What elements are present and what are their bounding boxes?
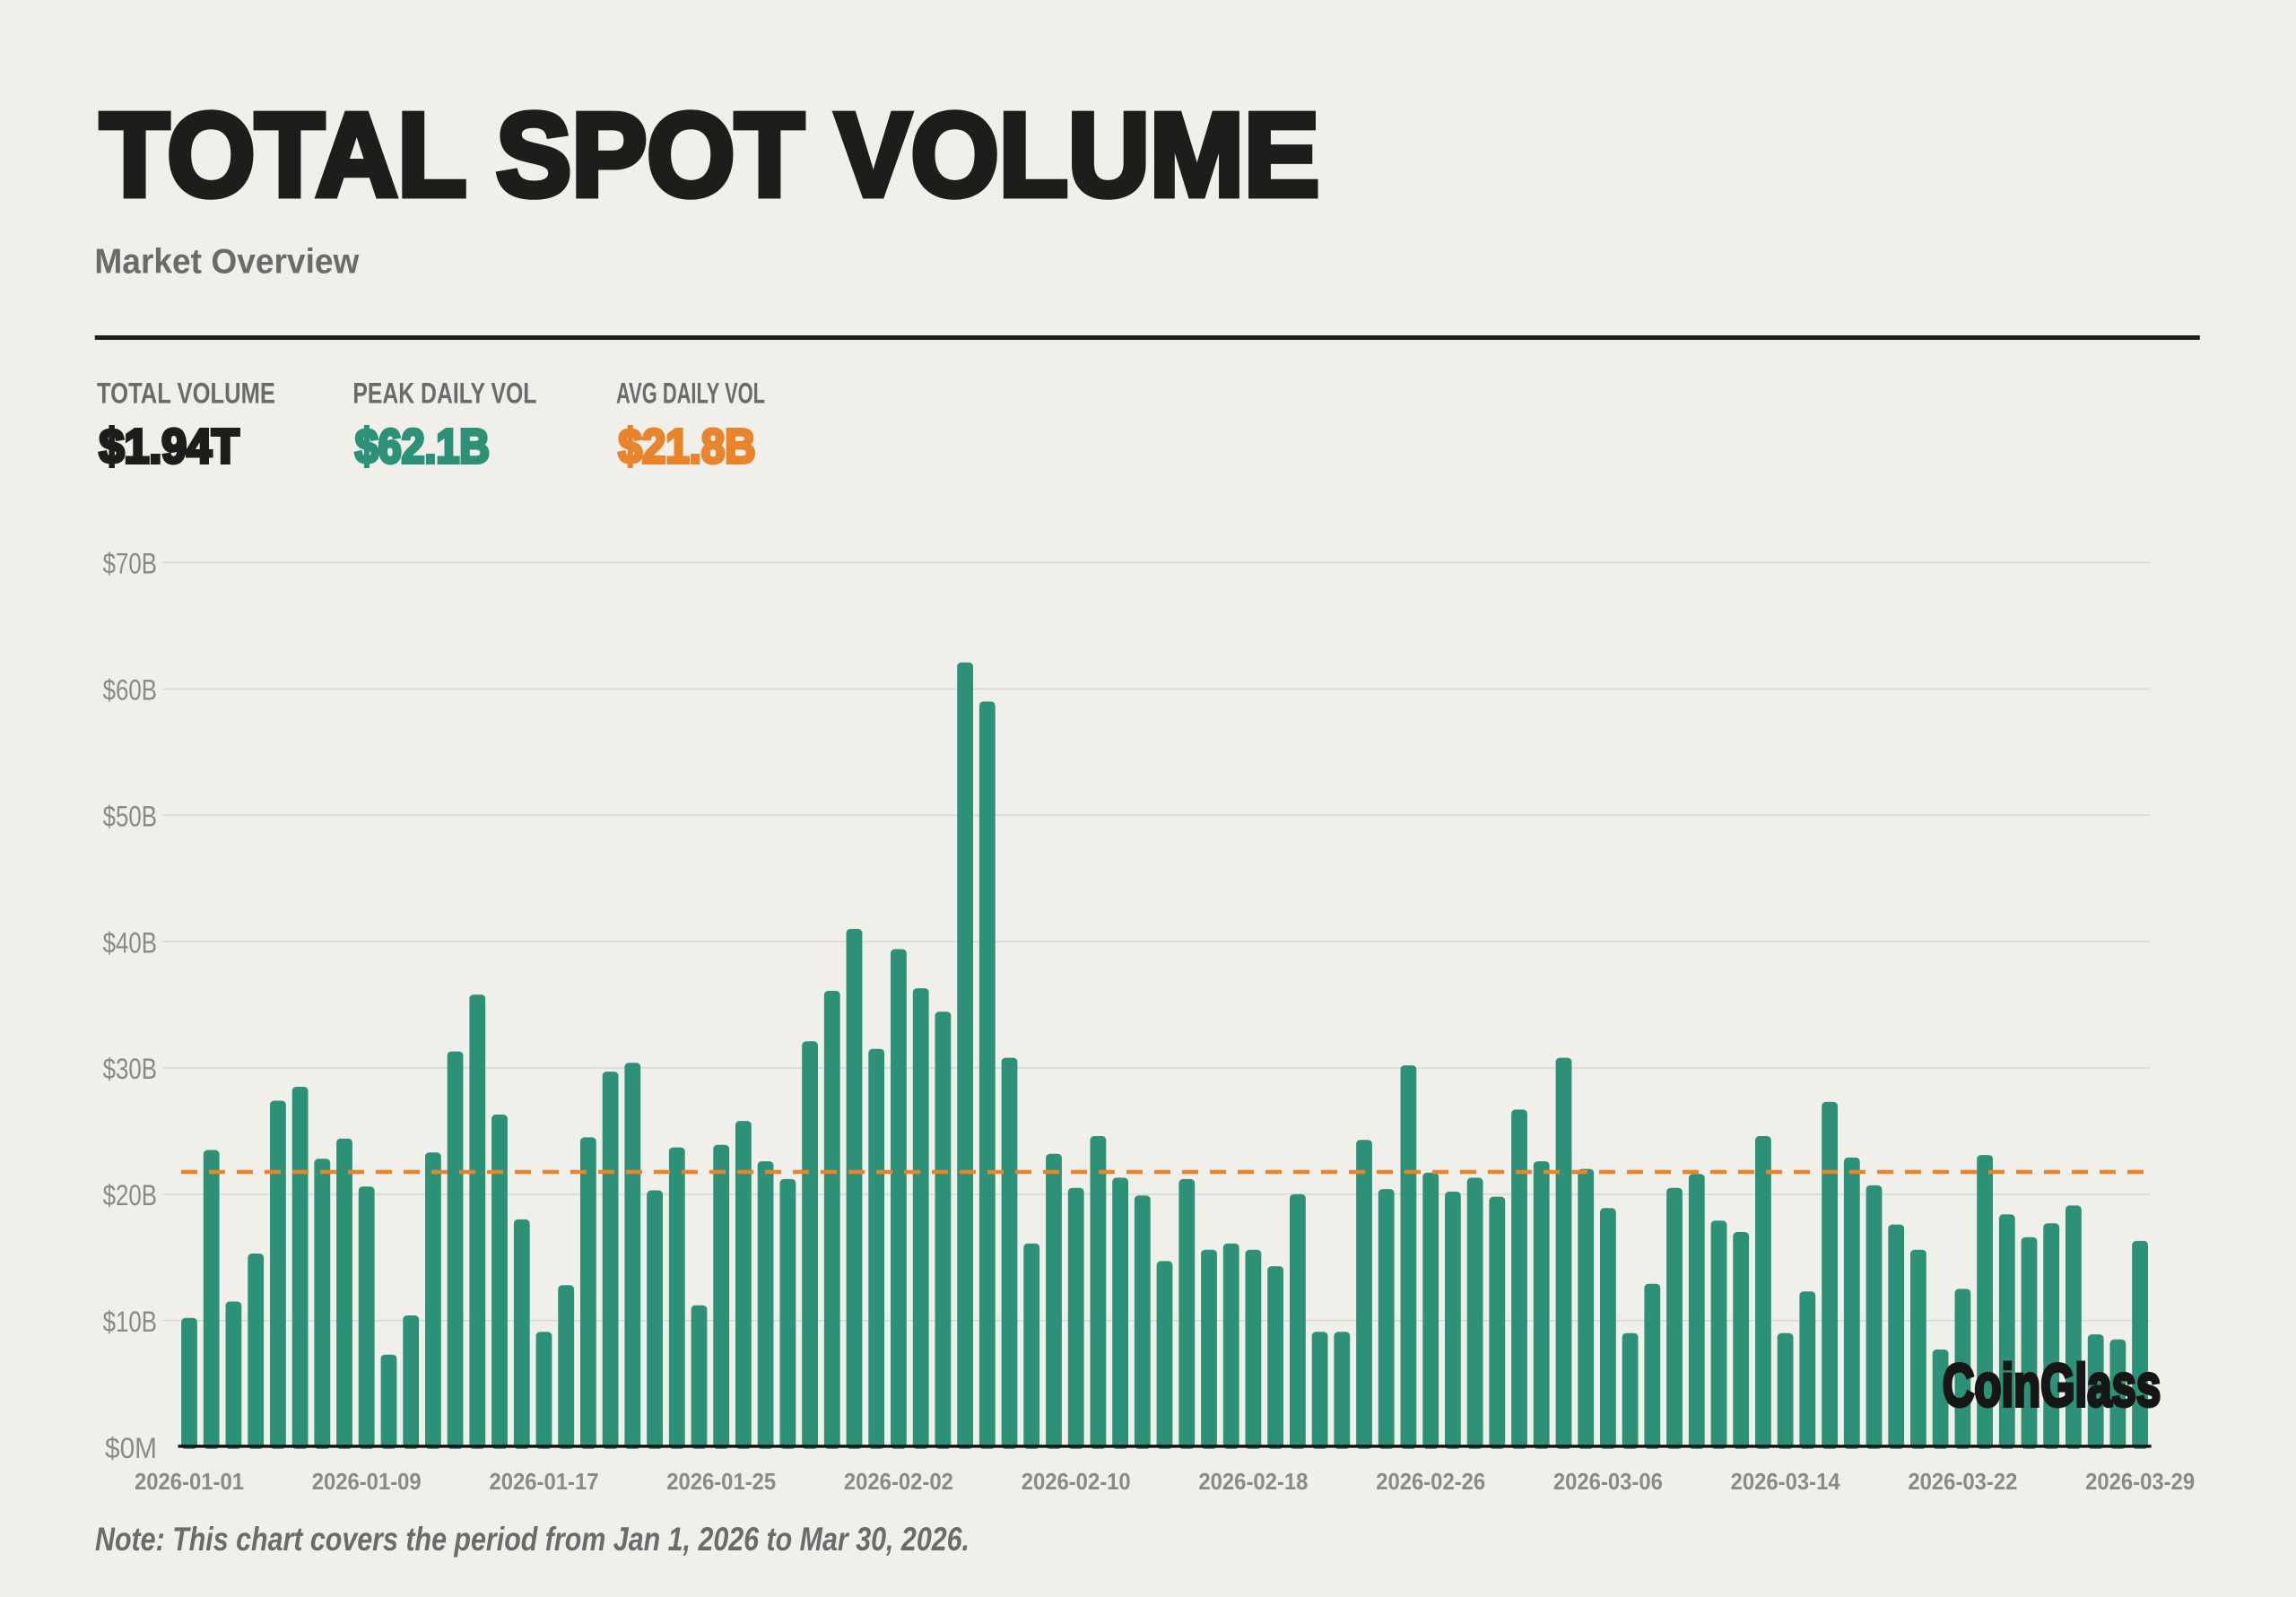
svg-text:2026-03-14: 2026-03-14 [1731,1468,1840,1495]
svg-text:2026-02-10: 2026-02-10 [1022,1468,1131,1495]
svg-text:$1.94T: $1.94T [100,421,239,473]
svg-text:TOTAL VOLUME: TOTAL VOLUME [97,378,275,410]
svg-text:2026-03-06: 2026-03-06 [1553,1468,1663,1495]
svg-text:Note: This chart covers the pe: Note: This chart covers the period from … [95,1521,970,1558]
svg-text:PEAK DAILY VOL: PEAK DAILY VOL [352,378,536,410]
svg-text:$70B: $70B [103,548,157,580]
svg-text:CoinGlass: CoinGlass [1943,1352,2161,1419]
svg-text:2026-02-18: 2026-02-18 [1198,1468,1308,1495]
svg-text:2026-03-29: 2026-03-29 [2085,1468,2195,1495]
svg-text:$21.8B: $21.8B [619,421,756,473]
svg-text:AVG DAILY VOL: AVG DAILY VOL [616,378,765,410]
svg-text:2026-01-01: 2026-01-01 [135,1468,244,1495]
svg-text:$0M: $0M [105,1432,157,1464]
svg-text:$30B: $30B [103,1053,157,1085]
svg-text:$20B: $20B [103,1179,157,1211]
svg-text:$50B: $50B [103,800,157,832]
svg-text:2026-02-02: 2026-02-02 [844,1468,953,1495]
svg-text:TOTAL SPOT VOLUME: TOTAL SPOT VOLUME [100,88,1320,221]
svg-text:2026-01-25: 2026-01-25 [666,1468,776,1495]
svg-text:2026-01-17: 2026-01-17 [490,1468,599,1495]
svg-text:$60B: $60B [103,674,157,707]
svg-text:$40B: $40B [103,926,157,959]
svg-text:2026-02-26: 2026-02-26 [1376,1468,1485,1495]
svg-text:$62.1B: $62.1B [355,421,490,473]
svg-text:2026-01-09: 2026-01-09 [312,1468,422,1495]
svg-text:Market Overview: Market Overview [94,243,360,282]
svg-text:$10B: $10B [103,1306,157,1338]
svg-text:2026-03-22: 2026-03-22 [1908,1468,2017,1495]
